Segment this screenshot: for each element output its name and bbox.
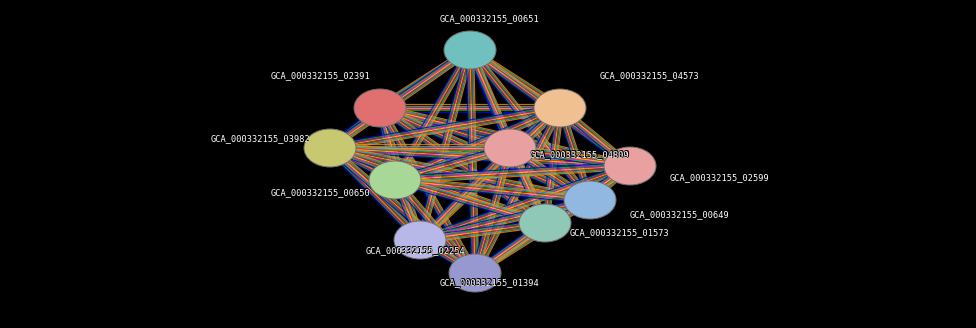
- Text: GCA_000332155_00651: GCA_000332155_00651: [440, 14, 541, 24]
- Text: GCA_000332155_00651: GCA_000332155_00651: [439, 13, 540, 23]
- Ellipse shape: [369, 161, 421, 199]
- Text: GCA_000332155_01394: GCA_000332155_01394: [439, 277, 540, 286]
- Text: GCA_000332155_02599: GCA_000332155_02599: [671, 173, 770, 181]
- Text: GCA_000332155_02254: GCA_000332155_02254: [365, 246, 465, 255]
- Text: GCA_000332155_00649: GCA_000332155_00649: [630, 210, 730, 219]
- Text: GCA_000332155_01394: GCA_000332155_01394: [440, 277, 541, 286]
- Text: GCA_000332155_01573: GCA_000332155_01573: [570, 228, 670, 237]
- Ellipse shape: [354, 89, 406, 127]
- Text: GCA_000332155_00649: GCA_000332155_00649: [630, 211, 729, 219]
- Text: GCA_000332155_02391: GCA_000332155_02391: [270, 71, 370, 80]
- Text: GCA_000332155_04809: GCA_000332155_04809: [531, 151, 630, 159]
- Text: GCA_000332155_03982: GCA_000332155_03982: [211, 134, 310, 144]
- Ellipse shape: [449, 254, 501, 292]
- Text: GCA_000332155_02254: GCA_000332155_02254: [365, 247, 465, 256]
- Text: GCA_000332155_00650: GCA_000332155_00650: [269, 188, 370, 196]
- Text: GCA_000332155_04573: GCA_000332155_04573: [599, 72, 699, 80]
- Text: GCA_000332155_04809: GCA_000332155_04809: [531, 150, 630, 158]
- Text: GCA_000332155_00650: GCA_000332155_00650: [270, 189, 371, 197]
- Text: GCA_000332155_04573: GCA_000332155_04573: [599, 71, 699, 79]
- Text: GCA_000332155_00650: GCA_000332155_00650: [270, 188, 371, 196]
- Text: GCA_000332155_03982: GCA_000332155_03982: [210, 133, 309, 142]
- Text: GCA_000332155_02599: GCA_000332155_02599: [670, 174, 769, 182]
- Text: GCA_000332155_01394: GCA_000332155_01394: [439, 278, 540, 288]
- Ellipse shape: [444, 31, 496, 69]
- Text: GCA_000332155_01394: GCA_000332155_01394: [440, 278, 541, 288]
- Text: GCA_000332155_02254: GCA_000332155_02254: [366, 247, 466, 256]
- Text: GCA_000332155_02391: GCA_000332155_02391: [269, 72, 370, 80]
- Text: GCA_000332155_00649: GCA_000332155_00649: [630, 210, 730, 218]
- Ellipse shape: [484, 129, 536, 167]
- Text: GCA_000332155_00650: GCA_000332155_00650: [269, 189, 370, 197]
- Text: GCA_000332155_00649: GCA_000332155_00649: [630, 210, 729, 218]
- Text: GCA_000332155_04809: GCA_000332155_04809: [530, 151, 630, 159]
- Ellipse shape: [519, 204, 571, 242]
- Ellipse shape: [534, 89, 586, 127]
- Ellipse shape: [394, 221, 446, 259]
- Text: GCA_000332155_04809: GCA_000332155_04809: [530, 150, 630, 159]
- Text: GCA_000332155_02254: GCA_000332155_02254: [365, 245, 465, 255]
- Text: GCA_000332155_01573: GCA_000332155_01573: [571, 228, 671, 236]
- Text: GCA_000332155_00649: GCA_000332155_00649: [630, 211, 730, 219]
- Ellipse shape: [604, 147, 656, 185]
- Text: GCA_000332155_03982: GCA_000332155_03982: [210, 134, 310, 143]
- Text: GCA_000332155_00650: GCA_000332155_00650: [270, 188, 370, 197]
- Text: GCA_000332155_01573: GCA_000332155_01573: [570, 229, 670, 237]
- Text: GCA_000332155_03982: GCA_000332155_03982: [210, 134, 309, 144]
- Text: GCA_000332155_02391: GCA_000332155_02391: [269, 71, 370, 79]
- Text: GCA_000332155_01394: GCA_000332155_01394: [440, 278, 540, 287]
- Text: GCA_000332155_01573: GCA_000332155_01573: [571, 229, 671, 237]
- Text: GCA_000332155_00651: GCA_000332155_00651: [440, 14, 540, 23]
- Text: GCA_000332155_04573: GCA_000332155_04573: [600, 71, 700, 80]
- Text: GCA_000332155_02391: GCA_000332155_02391: [270, 72, 371, 80]
- Text: GCA_000332155_03982: GCA_000332155_03982: [211, 133, 310, 142]
- Ellipse shape: [304, 129, 356, 167]
- Text: GCA_000332155_04573: GCA_000332155_04573: [600, 71, 700, 79]
- Text: GCA_000332155_04809: GCA_000332155_04809: [530, 150, 630, 158]
- Text: GCA_000332155_02599: GCA_000332155_02599: [670, 173, 769, 181]
- Text: GCA_000332155_02391: GCA_000332155_02391: [270, 71, 371, 79]
- Text: GCA_000332155_02254: GCA_000332155_02254: [366, 245, 466, 255]
- Text: GCA_000332155_00651: GCA_000332155_00651: [439, 14, 540, 24]
- Ellipse shape: [564, 181, 616, 219]
- Text: GCA_000332155_02599: GCA_000332155_02599: [671, 174, 770, 182]
- Text: GCA_000332155_01573: GCA_000332155_01573: [570, 228, 670, 236]
- Text: GCA_000332155_00651: GCA_000332155_00651: [440, 13, 541, 23]
- Text: GCA_000332155_02599: GCA_000332155_02599: [670, 173, 770, 182]
- Text: GCA_000332155_04573: GCA_000332155_04573: [600, 72, 700, 80]
